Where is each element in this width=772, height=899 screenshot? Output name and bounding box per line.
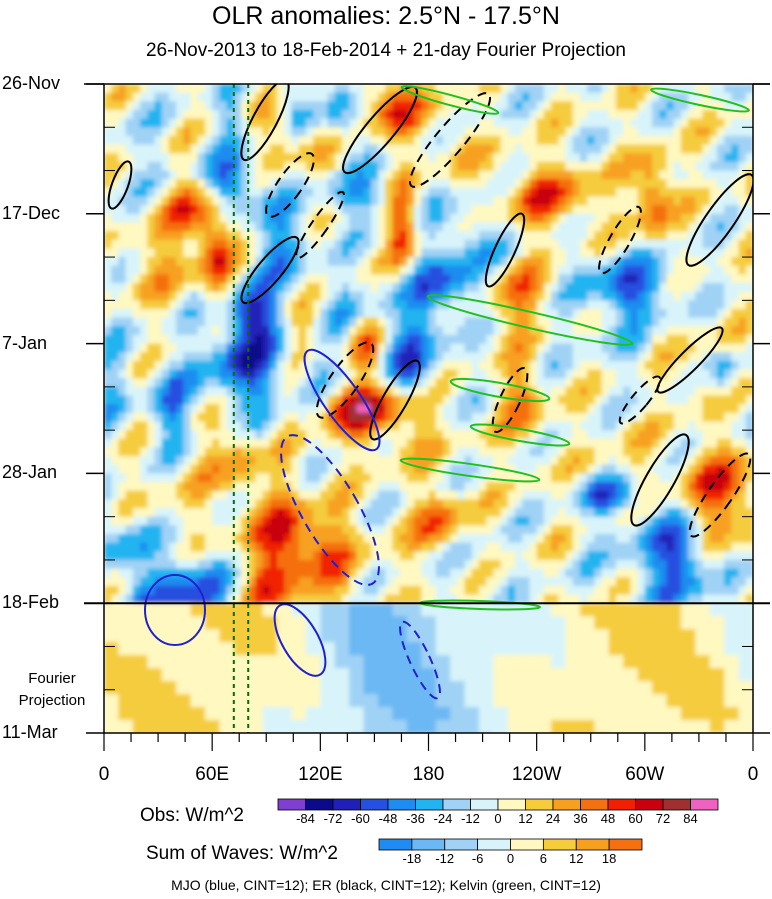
x-tick-label: 0 xyxy=(747,764,759,785)
obs-colorbar-box xyxy=(580,798,609,811)
waves-colorbar-box xyxy=(542,838,577,851)
mjo-contour xyxy=(280,434,380,586)
x-tick-label: 120E xyxy=(298,764,343,785)
mjo-contour xyxy=(399,620,441,700)
obs-colorbar-box xyxy=(360,798,389,811)
kelvin-contour xyxy=(650,87,750,113)
y-tick-label: 18-Feb xyxy=(2,592,60,613)
obs-colorbar-tick: 48 xyxy=(600,811,616,826)
kelvin-contour xyxy=(426,294,634,346)
er-contour xyxy=(240,84,290,162)
waves-colorbar-tick: 12 xyxy=(569,851,584,866)
contours-legend: MJO (blue, CINT=12); ER (black, CINT=12)… xyxy=(171,877,601,893)
obs-colorbar-tick: 0 xyxy=(494,811,502,826)
x-tick-label: 60W xyxy=(625,764,665,785)
er-contour xyxy=(369,359,421,441)
kelvin-contour xyxy=(449,377,551,403)
x-tick-label: 180 xyxy=(412,764,445,785)
mjo-contour xyxy=(303,348,381,452)
obs-colorbar-tick: -60 xyxy=(351,811,370,826)
obs-colorbar-tick: -72 xyxy=(323,811,343,826)
x-tick-label: 60E xyxy=(195,764,230,785)
waves-colorbar-tick: 18 xyxy=(601,851,617,866)
x-tick-label: 120W xyxy=(511,764,562,785)
waves-colorbar-tick: 6 xyxy=(539,851,547,866)
obs-colorbar-tick: -48 xyxy=(378,811,398,826)
fourier-projection-label: Fourier Projection xyxy=(18,670,86,709)
obs-colorbar-box xyxy=(332,798,361,811)
y-tick-label: 28-Jan xyxy=(2,462,58,483)
obs-colorbar-box xyxy=(470,798,499,811)
obs-colorbar-tick: 72 xyxy=(655,811,671,826)
er-contour xyxy=(408,92,492,188)
obs-colorbar-tick: -84 xyxy=(296,811,315,826)
waves-colorbar-tick: -12 xyxy=(435,851,455,866)
obs-colorbar-box xyxy=(277,798,306,811)
obs-colorbar-box xyxy=(635,798,664,811)
mjo-contour xyxy=(144,574,206,646)
waves-colorbar-box xyxy=(411,838,446,851)
y-tick-label: 26-Nov xyxy=(2,73,61,93)
y-tick-label: 11-Mar xyxy=(2,722,58,742)
er-contour xyxy=(295,190,345,260)
obs-colorbar-box xyxy=(497,798,526,811)
obs-colorbar-label: Obs: W/m^2 xyxy=(140,805,244,826)
er-contour xyxy=(240,235,300,305)
mjo-contour xyxy=(273,603,327,677)
obs-colorbar-box xyxy=(690,798,719,811)
waves-colorbar-box xyxy=(608,838,643,851)
y-tick-label: 7-Jan xyxy=(2,332,48,353)
er-contour xyxy=(630,433,690,527)
kelvin-contour xyxy=(469,423,571,447)
obs-colorbar-tick: 60 xyxy=(628,811,643,826)
obs-colorbar-tick: -12 xyxy=(461,811,480,826)
er-contour xyxy=(685,173,753,267)
waves-colorbar-box xyxy=(510,838,544,851)
waves-colorbar-label: Sum of Waves: W/m^2 xyxy=(146,843,338,864)
chart-subtitle: 26-Nov-2013 to 18-Feb-2014 + 21-day Four… xyxy=(145,40,627,61)
waves-colorbar-tick: 0 xyxy=(506,851,515,866)
obs-colorbar-box xyxy=(525,798,554,811)
obs-colorbar-box xyxy=(387,798,416,811)
waves-colorbar-box xyxy=(477,838,511,851)
er-contour xyxy=(484,212,526,288)
er-contour xyxy=(656,326,724,394)
obs-colorbar-tick: 84 xyxy=(683,811,698,826)
er-contour xyxy=(618,375,662,425)
obs-colorbar-box xyxy=(415,798,444,811)
obs-colorbar-box xyxy=(552,798,581,811)
er-contour xyxy=(107,160,133,210)
waves-colorbar-tick: -6 xyxy=(471,851,484,866)
chart-title: OLR anomalies: 2.5°N - 17.5°N xyxy=(212,2,560,30)
obs-colorbar-tick: 24 xyxy=(545,811,561,826)
obs-colorbar-box xyxy=(442,798,471,811)
obs-colorbar-box xyxy=(607,798,636,811)
waves-colorbar-box xyxy=(444,838,479,851)
obs-colorbar-tick: 12 xyxy=(518,811,533,826)
obs-colorbar-tick: -24 xyxy=(433,811,453,826)
y-tick-label: 17-Dec xyxy=(2,202,61,223)
obs-colorbar-box xyxy=(662,798,691,811)
x-tick-label: 0 xyxy=(98,764,110,785)
er-contour xyxy=(688,452,752,538)
obs-colorbar-tick: -36 xyxy=(406,811,425,826)
er-contour xyxy=(265,152,315,218)
obs-colorbar-box xyxy=(305,798,334,811)
obs-colorbar-tick: 36 xyxy=(573,811,588,826)
waves-colorbar-box xyxy=(575,838,610,851)
er-contour xyxy=(491,366,529,434)
kelvin-contour xyxy=(400,85,500,115)
waves-colorbar-box xyxy=(378,838,413,851)
waves-colorbar-tick: -18 xyxy=(402,851,422,866)
kelvin-contour xyxy=(399,457,541,483)
